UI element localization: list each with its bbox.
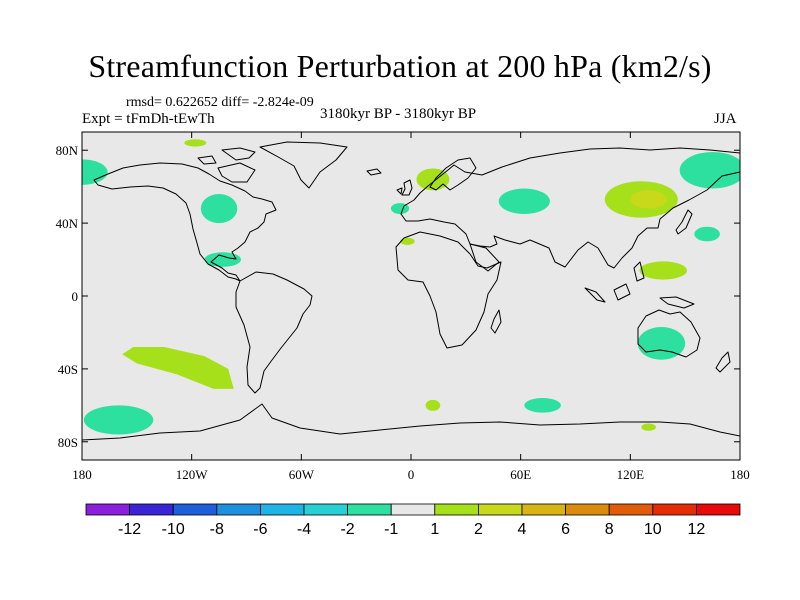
coastline-new-zealand <box>715 351 731 373</box>
colorbar: -12 -10 -8 -6 -4 -2 -1 1 2 4 6 8 10 12 <box>85 503 741 538</box>
colorbar-swatch <box>129 503 174 516</box>
colorbar-swatch <box>652 503 697 516</box>
anomaly-region <box>524 398 561 413</box>
coastline-south-america <box>235 271 313 394</box>
chart-title: Streamfunction Perturbation at 200 hPa (… <box>88 48 712 84</box>
anomaly-region <box>83 405 154 435</box>
anomaly-region <box>679 152 740 189</box>
colorbar-label: 1 <box>430 521 439 538</box>
anomaly-region <box>416 168 450 191</box>
colorbar-swatch <box>521 503 566 516</box>
anomaly-region <box>184 139 207 147</box>
coastline-madagascar <box>490 309 502 334</box>
anomaly-region <box>82 159 108 185</box>
colorbar-label: 2 <box>474 521 483 538</box>
colorbar-swatch <box>216 503 261 516</box>
time-period-label: 3180kyr BP - 3180kyr BP <box>320 106 477 122</box>
y-tick-label: 80S <box>58 435 78 450</box>
anomaly-band <box>122 347 234 389</box>
colorbar-label: -12 <box>118 521 141 538</box>
colorbar-swatch <box>390 503 436 516</box>
anomaly-region <box>641 423 656 431</box>
colorbar-swatch <box>434 503 479 516</box>
coastline-philippines <box>633 261 645 282</box>
x-tick-label: 180 <box>72 467 92 482</box>
anomaly-region <box>400 237 415 245</box>
colorbar-swatch <box>303 503 348 516</box>
colorbar-swatch <box>85 503 130 516</box>
x-tick-label: 60W <box>289 467 315 482</box>
coastline-japan <box>675 209 693 235</box>
rmsd-diff-stats: rmsd= 0.622652 diff= -2.824e-09 <box>126 95 314 110</box>
colorbar-label: -4 <box>297 521 311 538</box>
coastline-scandinavia <box>429 157 477 191</box>
coastline-sumatra <box>584 287 606 303</box>
coastline-greenland <box>259 141 348 189</box>
anomaly-region <box>637 326 686 360</box>
colorbar-swatch <box>347 503 392 516</box>
anomaly-region <box>498 188 550 214</box>
experiment-label: Expt = tFmDh-tEwTh <box>82 111 215 127</box>
map-axes: 180 120W 60W 0 60E 120E 180 80N 40N 0 40S 80S <box>56 132 750 482</box>
coastline-arctic-islands <box>197 147 256 183</box>
x-tick-label: 120E <box>617 467 645 482</box>
y-tick-label: 40S <box>58 362 78 377</box>
colorbar-label: -1 <box>384 521 398 538</box>
x-tick-label: 180 <box>730 467 750 482</box>
colorbar-label: -2 <box>340 521 354 538</box>
anomaly-region <box>425 399 441 411</box>
x-tick-label: 60E <box>510 467 531 482</box>
coastline-borneo <box>613 283 631 301</box>
x-tick-label: 0 <box>408 467 415 482</box>
coastline-arabian-peninsula <box>469 243 500 272</box>
colorbar-swatch <box>696 503 741 516</box>
coastline-iceland <box>366 168 382 176</box>
x-tick-label: 120W <box>176 467 209 482</box>
colorbar-label: -10 <box>162 521 185 538</box>
colorbar-swatch <box>608 503 654 516</box>
colorbar-label: 6 <box>561 521 570 538</box>
anomaly-region <box>200 193 238 224</box>
season-label: JJA <box>714 111 737 127</box>
coastlines <box>82 141 740 441</box>
colorbar-label: 8 <box>605 521 614 538</box>
colorbar-swatch <box>172 503 218 516</box>
colorbar-label: 12 <box>688 521 706 538</box>
map-background <box>82 132 740 460</box>
coastline-australia <box>637 309 701 358</box>
colorbar-swatch <box>477 503 523 516</box>
coastline-antarctica <box>82 403 740 441</box>
coastline-north-america <box>93 162 277 282</box>
coastline-british-isles <box>396 179 413 196</box>
colorbar-swatch <box>565 503 610 516</box>
coastline-africa <box>395 231 502 349</box>
colorbar-swatch <box>259 503 305 516</box>
y-tick-label: 40N <box>56 216 79 231</box>
y-tick-label: 0 <box>72 289 79 304</box>
colorbar-label: -6 <box>253 521 267 538</box>
colorbar-label: -8 <box>210 521 224 538</box>
y-tick-label: 80N <box>56 143 79 158</box>
colorbar-label: 10 <box>644 521 662 538</box>
anomaly-region <box>694 226 720 242</box>
colorbar-label: 4 <box>518 521 527 538</box>
anomaly-region <box>630 190 667 209</box>
coastline-new-guinea <box>659 296 695 309</box>
anomaly-region <box>639 261 687 280</box>
anomaly-layer <box>82 139 740 435</box>
